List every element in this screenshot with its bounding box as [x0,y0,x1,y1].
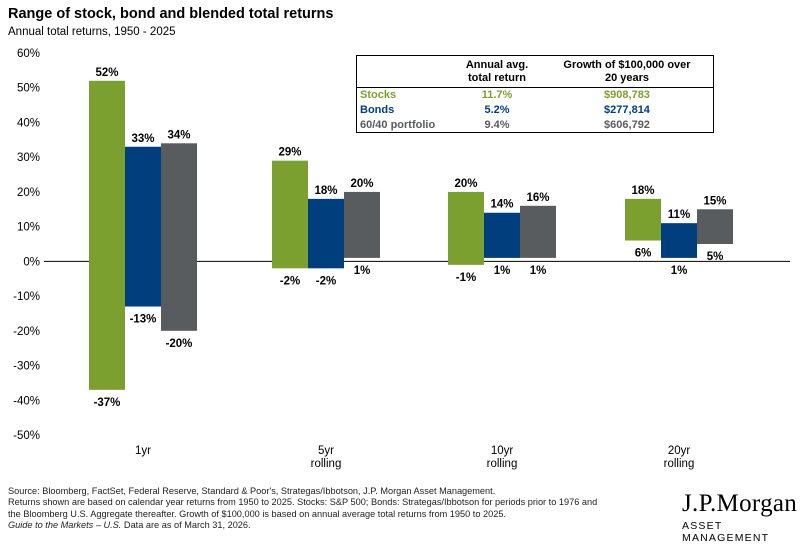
x-category-label: 20yr [668,445,691,457]
footer-note-2: the Bloomberg U.S. Aggregate thereafter.… [8,508,506,519]
y-tick-label: -40% [13,395,40,407]
bar-low-label: 1% [671,265,688,277]
table-divider [357,87,713,88]
chart-title: Range of stock, bond and blended total r… [8,6,334,22]
bar-low-label: 1% [530,265,547,277]
x-category-label: 1yr [135,445,151,457]
logo-brand: J.P.Morgan [682,490,798,517]
header-annual-avg-line1: Annual avg. [465,59,529,71]
header-annual-avg: Annual avg. total return [457,59,537,85]
row-growth: $606,792 [604,119,650,131]
bar-low-label: -37% [94,397,121,409]
bar-stocks-1 [272,160,308,269]
bar-stocks-2 [448,191,484,265]
row-avg: 5.2% [484,104,510,116]
bar-high-label: 18% [631,185,654,197]
bar-60-40-portfolio-0 [161,143,197,331]
y-tick-label: 40% [17,117,40,129]
footer-notes: Source: Bloomberg, FactSet, Federal Rese… [8,486,668,532]
y-tick-label: 50% [17,83,40,95]
y-tick-label: -30% [13,361,40,373]
bar-low-label: -20% [166,338,193,350]
bar-60-40-portfolio-2 [520,205,556,258]
row-name: Bonds [360,104,395,116]
footer-note-1: Returns shown are based on calendar year… [8,497,598,508]
x-category-label: rolling [311,458,342,470]
header-annual-avg-line2: total return [467,72,527,84]
bar-high-label: 52% [95,67,118,79]
bar-low-label: 1% [494,265,511,277]
bar-low-label: 6% [635,248,652,260]
y-tick-label: 0% [23,256,40,268]
x-category-label: rolling [487,458,518,470]
bar-low-label: -2% [316,275,336,287]
bar-bonds-0 [125,146,161,307]
bar-stocks-3 [625,198,661,241]
x-category-label: 5yr [318,445,334,457]
footer-date: Data are as of March 31, 2026. [121,520,251,531]
bar-high-label: 18% [314,185,337,197]
row-name: Stocks [360,89,397,101]
row-name: 60/40 portfolio [360,119,436,131]
row-growth: $908,783 [604,89,650,101]
bar-high-label: 20% [350,178,373,190]
y-tick-label: -20% [13,326,40,338]
y-tick-label: -10% [13,291,40,303]
row-growth: $277,814 [604,104,650,116]
bar-high-label: 33% [131,133,154,145]
bar-low-label: 5% [707,251,724,263]
row-avg: 11.7% [481,89,513,101]
bar-low-label: -1% [456,272,476,284]
returns-chart: -50% -40% -30% -20% -10% 0% 10% 20% 30% 40% 50% 60%… [13,48,790,470]
bar-high-label: 14% [490,199,513,211]
bar-low-label: -13% [130,314,157,326]
x-category-label: 10yr [491,445,514,457]
y-tick-label: 10% [17,222,40,234]
bar-high-label: 29% [278,147,301,159]
bar-60-40-portfolio-1 [344,191,380,258]
summary-table: Annual avg. total return Growth of $100,… [356,55,714,133]
table-row-bonds: Bonds 5.2% $277,814 [357,103,713,118]
bar-high-label: 20% [454,178,477,190]
header-growth: Growth of $100,000 over 20 years [547,59,707,85]
bar-low-label: -2% [280,275,300,287]
bar-high-label: 16% [526,192,549,204]
x-category-label: rolling [664,458,695,470]
bar-high-label: 11% [668,209,690,221]
chart-subtitle: Annual total returns, 1950 - 2025 [8,26,176,38]
bar-high-label: 15% [703,195,726,207]
y-tick-label: 20% [17,187,40,199]
bar-bonds-2 [484,212,520,258]
logo-subtitle: ASSET MANAGEMENT [682,520,770,544]
y-tick-label: -50% [13,430,40,442]
bar-high-label: 34% [167,129,190,141]
footer-guide: Guide to the Markets – U.S. [8,520,122,531]
bar-60-40-portfolio-3 [697,209,733,244]
header-growth-line2: 20 years [604,72,650,84]
jpmorgan-logo: J.P.Morgan ASSET MANAGEMENT [682,490,802,544]
y-tick-label: 60% [17,48,40,60]
bar-low-label: 1% [354,265,371,277]
header-growth-line1: Growth of $100,000 over [563,59,691,71]
table-row-stocks: Stocks 11.7% $908,783 [357,88,713,103]
footer-source: Source: Bloomberg, FactSet, Federal Rese… [8,486,496,496]
y-tick-label: 30% [17,152,40,164]
bar-bonds-3 [661,223,697,258]
bar-bonds-1 [308,198,344,269]
bar-stocks-0 [89,80,125,390]
row-avg: 9.4% [484,119,510,131]
table-row-6040: 60/40 portfolio 9.4% $606,792 [357,118,713,133]
footer-note-3: Guide to the Markets – U.S. Data are as … [8,520,668,531]
